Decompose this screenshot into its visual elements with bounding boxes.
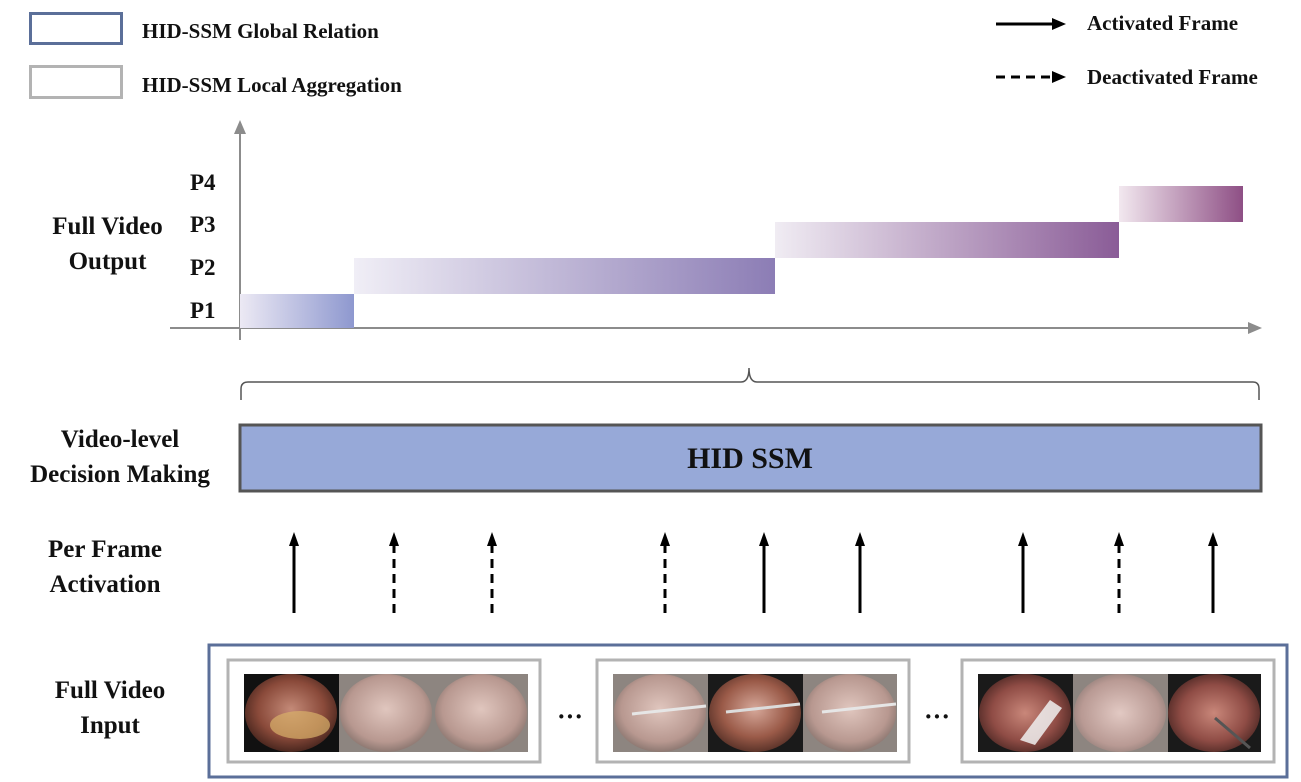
frame-thumb-9 (1168, 674, 1261, 752)
input-ellipsis-2: ··· (924, 702, 950, 731)
legend-deactivated-arrow (996, 71, 1066, 83)
activation-arrow-7 (1018, 532, 1028, 613)
frame-thumb-6 (803, 674, 897, 752)
hid-ssm-box (238, 423, 1263, 493)
frame-thumb-3 (434, 674, 528, 752)
global-relation-box (207, 643, 1289, 779)
local-aggregation-box-1 (226, 658, 542, 764)
activation-side-label: Per Frame Activation (0, 532, 210, 602)
aggregation-brace (240, 367, 1260, 400)
decision-side-label-line1: Video-level (60, 426, 180, 453)
phase-bar-p2 (354, 258, 775, 294)
input-side-label-line2: Input (80, 712, 140, 739)
phase-label-p1: P1 (190, 298, 216, 323)
frame-thumb-5 (708, 674, 803, 752)
decision-side-label: Video-level Decision Making (0, 422, 240, 492)
hid-ssm-label: HID SSM (687, 442, 813, 475)
activation-arrow-2 (389, 532, 399, 613)
local-aggregation-box-3 (960, 658, 1276, 764)
phase-label-p2: P2 (190, 255, 216, 280)
legend-local-label: HID-SSM Local Aggregation (142, 73, 402, 97)
frame-thumb-7 (978, 674, 1073, 752)
frame-thumb-2 (339, 674, 434, 752)
input-side-label: Full Video Input (0, 673, 220, 743)
output-side-label-line1: Full Video (52, 213, 163, 240)
activation-arrow-3 (487, 532, 497, 613)
frame-thumb-4 (613, 674, 708, 752)
phase-bar-p4 (1119, 186, 1243, 222)
decision-side-label-line2: Decision Making (30, 461, 210, 488)
activation-arrow-9 (1208, 532, 1218, 613)
input-side-label-line1: Full Video (54, 677, 166, 704)
legend-global-swatch (29, 12, 123, 45)
legend-global-label: HID-SSM Global Relation (142, 19, 379, 43)
output-side-label: Full Video Output (20, 209, 195, 279)
frame-thumb-1 (244, 674, 339, 752)
legend-activated-label: Activated Frame (1087, 11, 1239, 35)
activation-arrow-6 (855, 532, 865, 613)
activation-side-label-line1: Per Frame (47, 536, 163, 563)
legend-deactivated-label: Deactivated Frame (1087, 65, 1258, 89)
legend-local-swatch (29, 65, 123, 99)
activation-arrow-4 (660, 532, 670, 613)
legend-activated-arrow (996, 18, 1066, 30)
phase-label-p3: P3 (190, 212, 216, 237)
activation-arrow-1 (289, 532, 299, 613)
phase-bar-p3 (775, 222, 1119, 258)
activation-arrow-5 (759, 532, 769, 613)
phase-bar-p1 (240, 294, 354, 328)
frame-thumb-8 (1073, 674, 1168, 752)
input-ellipsis-1: ··· (557, 702, 583, 731)
phase-label-p4: P4 (190, 170, 216, 195)
activation-arrow-8 (1114, 532, 1124, 613)
local-aggregation-box-2 (595, 658, 911, 764)
output-side-label-line2: Output (68, 248, 147, 275)
activation-side-label-line2: Activation (49, 571, 161, 598)
